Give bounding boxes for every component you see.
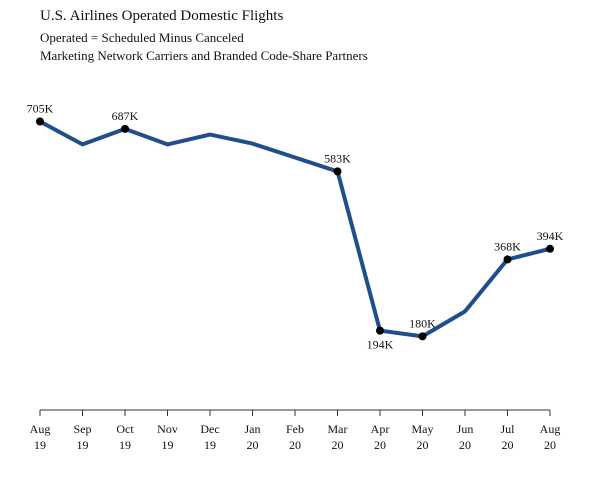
data-label: 180K <box>409 316 436 330</box>
x-tick-label: Jul 20 <box>500 422 515 452</box>
x-tick-label: Aug 19 <box>29 422 51 452</box>
data-point <box>418 332 427 341</box>
chart-subtitle: Marketing Network Carriers and Branded C… <box>40 48 368 63</box>
data-label: 394K <box>537 229 564 243</box>
data-label: 705K <box>27 102 54 116</box>
data-point <box>546 244 554 253</box>
x-tick-label: Nov 19 <box>157 422 178 452</box>
data-point <box>121 124 129 133</box>
data-point <box>376 326 384 335</box>
x-tick-label: Oct 19 <box>116 422 134 452</box>
chart-subtitle: Operated = Scheduled Minus Canceled <box>40 30 244 45</box>
x-tick-label: Mar 20 <box>327 422 348 452</box>
series-line <box>39 119 551 339</box>
data-label: 687K <box>112 109 139 123</box>
data-label: 368K <box>494 239 521 253</box>
chart-title: U.S. Airlines Operated Domestic Flights <box>40 8 284 24</box>
x-tick-label: Feb 20 <box>286 422 304 452</box>
x-tick-label: May 20 <box>411 422 434 452</box>
x-tick-label: Jan 20 <box>244 422 261 452</box>
x-tick-label: Aug 20 <box>539 422 561 452</box>
data-point <box>333 167 342 176</box>
data-point <box>503 255 512 264</box>
x-tick-label: Jun 20 <box>456 422 474 452</box>
x-tick-label: Dec 19 <box>200 422 220 452</box>
x-tick-label: Apr 20 <box>370 422 390 452</box>
x-tick-label: Sep 19 <box>73 422 92 452</box>
data-point <box>36 117 44 126</box>
data-label: 583K <box>324 151 351 165</box>
data-label: 194K <box>367 338 394 352</box>
